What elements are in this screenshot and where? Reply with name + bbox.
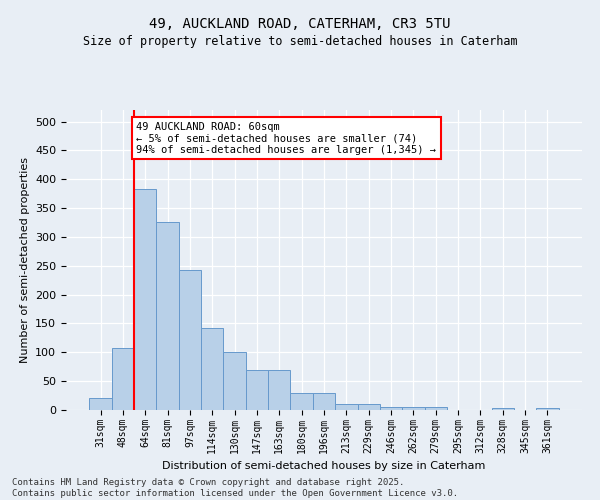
- Bar: [380, 406, 402, 410]
- Bar: [402, 406, 425, 410]
- Text: 49 AUCKLAND ROAD: 60sqm
← 5% of semi-detached houses are smaller (74)
94% of sem: 49 AUCKLAND ROAD: 60sqm ← 5% of semi-det…: [136, 122, 436, 154]
- Bar: [246, 370, 268, 410]
- Bar: [201, 328, 223, 410]
- Bar: [290, 392, 313, 410]
- Bar: [89, 398, 112, 410]
- Bar: [223, 352, 246, 410]
- Bar: [536, 408, 559, 410]
- Text: Contains HM Land Registry data © Crown copyright and database right 2025.
Contai: Contains HM Land Registry data © Crown c…: [12, 478, 458, 498]
- Bar: [157, 222, 179, 410]
- Text: 49, AUCKLAND ROAD, CATERHAM, CR3 5TU: 49, AUCKLAND ROAD, CATERHAM, CR3 5TU: [149, 18, 451, 32]
- Bar: [358, 404, 380, 410]
- X-axis label: Distribution of semi-detached houses by size in Caterham: Distribution of semi-detached houses by …: [163, 461, 485, 471]
- Bar: [313, 392, 335, 410]
- Text: Size of property relative to semi-detached houses in Caterham: Size of property relative to semi-detach…: [83, 35, 517, 48]
- Bar: [335, 404, 358, 410]
- Bar: [134, 189, 157, 410]
- Y-axis label: Number of semi-detached properties: Number of semi-detached properties: [20, 157, 29, 363]
- Bar: [425, 406, 447, 410]
- Bar: [268, 370, 290, 410]
- Bar: [491, 408, 514, 410]
- Bar: [179, 270, 201, 410]
- Bar: [112, 348, 134, 410]
